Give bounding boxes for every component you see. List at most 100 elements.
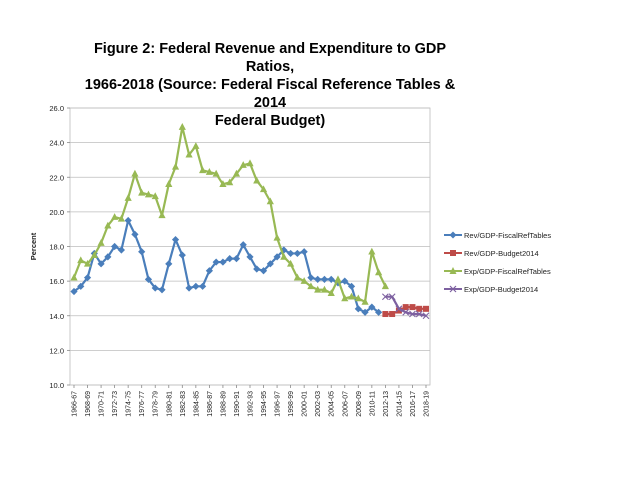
data-point-exp-gdp-fiscalreftables — [77, 256, 85, 264]
x-tick-label: 1976-77 — [139, 391, 146, 417]
data-point-exp-gdp-fiscalreftables — [192, 142, 200, 149]
data-point-exp-gdp-fiscalreftables — [375, 268, 383, 276]
data-point-rev-gdp-budget2014 — [423, 305, 429, 312]
x-tick-label: 2018-19 — [424, 391, 431, 417]
legend-marker — [450, 250, 456, 256]
x-tick-label: 1982-83 — [180, 391, 187, 417]
x-tick-label: 1966-67 — [72, 391, 79, 417]
legend-label: Rev/GDP-FiscalRefTables — [464, 231, 552, 240]
data-point-exp-gdp-fiscalreftables — [226, 178, 234, 186]
data-point-exp-gdp-fiscalreftables — [97, 239, 105, 246]
data-point-rev-gdp-fiscalreftables — [104, 253, 112, 261]
x-tick-label: 2002-03 — [315, 391, 322, 417]
data-point-rev-gdp-fiscalreftables — [185, 284, 193, 292]
data-point-exp-gdp-fiscalreftables — [178, 123, 186, 130]
data-point-exp-gdp-budget2014-stroke — [409, 310, 416, 318]
x-tick-label: 1974-75 — [126, 391, 133, 417]
y-tick-label: 18.0 — [49, 243, 64, 252]
x-tick-label: 1970-71 — [99, 391, 106, 417]
data-point-exp-gdp-budget2014 — [409, 310, 416, 318]
legend-marker — [449, 267, 457, 274]
x-tick-label: 1986-87 — [207, 391, 214, 417]
data-point-exp-gdp-fiscalreftables — [381, 282, 389, 290]
data-point-exp-gdp-fiscalreftables — [314, 285, 322, 293]
data-point-rev-gdp-fiscalreftables — [97, 260, 105, 268]
data-point-exp-gdp-fiscalreftables — [219, 180, 227, 187]
data-point-rev-gdp-fiscalreftables — [307, 274, 315, 282]
data-point-rev-gdp-fiscalreftables — [111, 242, 119, 251]
chart-title-line-2: 1966-2018 (Source: Federal Fiscal Refere… — [84, 77, 456, 111]
data-point-rev-gdp-fiscalreftables — [232, 255, 241, 263]
data-point-exp-gdp-fiscalreftables — [307, 282, 315, 290]
data-point-rev-gdp-fiscalreftables — [205, 267, 213, 275]
data-point-rev-gdp-fiscalreftables — [83, 274, 92, 282]
x-tick-label: 1990-91 — [234, 391, 241, 417]
data-point-rev-gdp-budget2014 — [409, 304, 416, 311]
data-point-exp-gdp-fiscalreftables — [205, 168, 213, 175]
data-point-exp-gdp-fiscalreftables — [165, 180, 173, 187]
x-tick-label: 2010-11 — [369, 391, 376, 416]
data-point-exp-gdp-fiscalreftables — [368, 247, 376, 255]
data-point-exp-gdp-fiscalreftables — [70, 273, 78, 281]
legend-swatch — [444, 267, 462, 274]
data-point-rev-gdp-fiscalreftables — [341, 277, 349, 285]
data-point-exp-gdp-budget2014-stroke — [422, 312, 430, 320]
data-point-rev-gdp-fiscalreftables — [347, 282, 356, 290]
data-point-exp-gdp-fiscalreftables — [83, 259, 92, 267]
legend-swatch — [444, 285, 462, 293]
x-tick-label: 2004-05 — [329, 391, 336, 417]
data-point-rev-gdp-fiscalreftables — [192, 282, 200, 290]
legend-item: Rev/GDP-FiscalRefTables — [444, 229, 634, 247]
legend-label: Rev/GDP-Budget2014 — [464, 249, 539, 258]
data-point-exp-gdp-fiscalreftables — [104, 221, 112, 229]
legend-swatch — [444, 231, 462, 239]
data-point-exp-gdp-fiscalreftables — [259, 185, 268, 193]
data-point-rev-gdp-fiscalreftables — [144, 275, 153, 283]
data-point-exp-gdp-fiscalreftables — [232, 169, 241, 177]
data-point-exp-gdp-budget2014 — [395, 305, 403, 313]
data-point-exp-gdp-fiscalreftables — [354, 294, 362, 302]
x-tick-label: 1988-89 — [220, 391, 227, 417]
data-point-rev-gdp-fiscalreftables — [138, 248, 146, 256]
data-point-exp-gdp-fiscalreftables — [266, 197, 274, 205]
x-tick-label: 2000-01 — [302, 391, 309, 417]
data-point-rev-gdp-fiscalreftables — [354, 305, 362, 313]
data-point-rev-gdp-fiscalreftables — [375, 308, 383, 316]
chart-title: Figure 2: Federal Revenue and Expenditur… — [70, 40, 470, 130]
data-point-rev-gdp-fiscalreftables — [314, 275, 322, 283]
x-tick-label: 1984-85 — [193, 391, 200, 417]
data-point-exp-gdp-fiscalreftables — [320, 285, 329, 293]
data-point-exp-gdp-fiscalreftables — [124, 194, 132, 201]
data-point-rev-gdp-fiscalreftables — [259, 267, 268, 275]
legend-label: Exp/GDP-FiscalRefTables — [464, 267, 551, 276]
data-point-exp-gdp-fiscalreftables — [327, 289, 335, 297]
data-point-rev-gdp-fiscalreftables — [151, 284, 159, 292]
y-axis-title: Percent — [29, 232, 38, 260]
series-line-rev-gdp-fiscalreftables — [73, 219, 380, 314]
data-point-exp-gdp-fiscalreftables — [273, 233, 281, 241]
data-point-rev-gdp-fiscalreftables — [300, 248, 308, 256]
x-tick-label: 2016-17 — [410, 391, 417, 417]
legend-item: Rev/GDP-Budget2014 — [444, 247, 634, 265]
legend-label: Exp/GDP-Budget2014 — [464, 285, 539, 294]
y-tick-label: 26.0 — [49, 104, 64, 113]
data-point-rev-gdp-fiscalreftables — [117, 246, 125, 254]
data-point-rev-gdp-fiscalreftables — [212, 258, 220, 266]
data-point-exp-gdp-budget2014 — [402, 308, 410, 316]
data-point-rev-gdp-fiscalreftables — [320, 275, 329, 283]
data-point-rev-gdp-fiscalreftables — [327, 275, 335, 283]
data-point-exp-gdp-fiscalreftables — [117, 214, 125, 222]
data-point-exp-gdp-budget2014-stroke — [415, 310, 423, 318]
data-point-rev-gdp-fiscalreftables — [171, 235, 180, 244]
data-point-exp-gdp-fiscalreftables — [300, 277, 308, 284]
data-point-rev-gdp-fiscalreftables — [77, 282, 85, 290]
x-tick-label: 2012-13 — [383, 391, 390, 417]
data-point-rev-gdp-fiscalreftables — [131, 230, 139, 238]
series-line-exp-gdp-fiscalreftables — [72, 125, 387, 303]
x-tick-label: 1972-73 — [112, 391, 119, 417]
data-point-rev-gdp-fiscalreftables — [165, 260, 173, 268]
data-point-rev-gdp-budget2014 — [402, 304, 409, 311]
data-point-exp-gdp-budget2014 — [415, 310, 423, 318]
legend: Rev/GDP-FiscalRefTables Rev/GDP-Budget201… — [444, 229, 634, 301]
